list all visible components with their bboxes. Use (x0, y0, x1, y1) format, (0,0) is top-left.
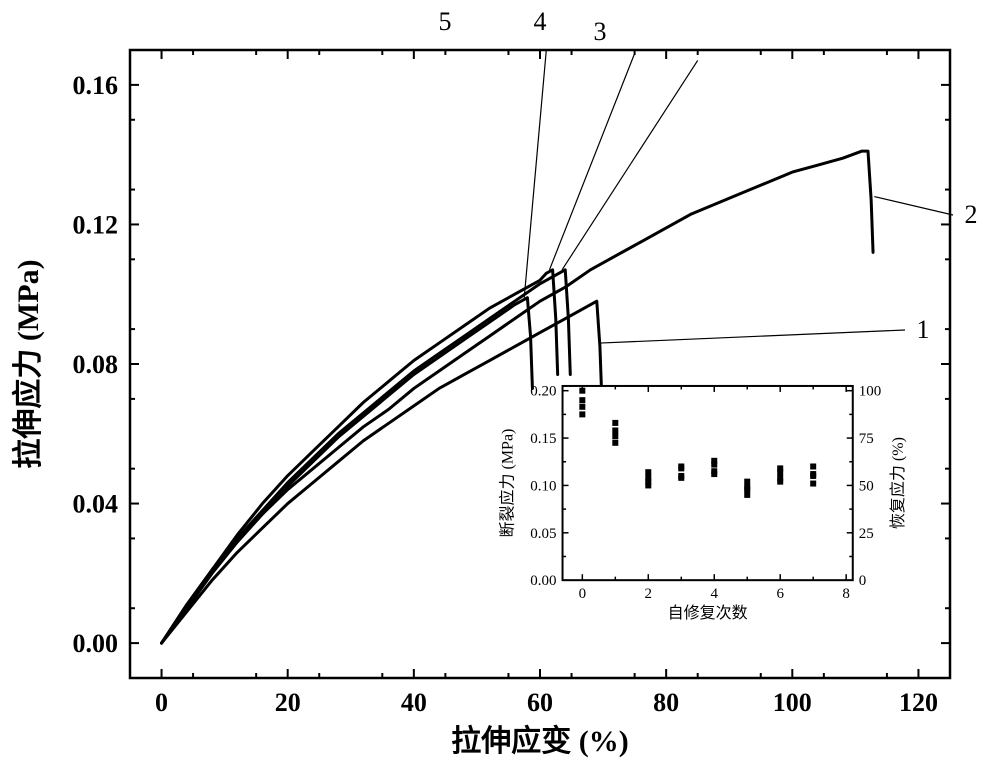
inset-marker-fracture_stress (612, 433, 618, 439)
inset-marker-fracture_stress (612, 440, 618, 446)
inset-marker-recovery_pct (645, 475, 651, 481)
x-tick-label: 100 (773, 688, 812, 717)
y-tick-label: 0.04 (73, 490, 119, 519)
inset-marker-recovery_pct (711, 462, 717, 468)
inset-marker-recovery_pct (777, 469, 783, 475)
inset-yr-label: 恢复应力 (%) (888, 437, 907, 529)
callout-label-5: 5 (439, 7, 452, 36)
inset-yr-tick-label: 0 (859, 573, 867, 589)
callout-label-2: 2 (965, 200, 978, 229)
y-axis-label: 拉伸应力 (MPa) (11, 259, 45, 468)
x-axis-label: 拉伸应变 (%) (451, 724, 628, 758)
inset-x-tick-label: 6 (776, 586, 784, 602)
chart-svg: 020406080100120拉伸应变 (%)0.000.040.080.120… (0, 0, 1000, 782)
figure-container: 020406080100120拉伸应变 (%)0.000.040.080.120… (0, 0, 1000, 782)
inset-yr-tick-label: 50 (859, 478, 874, 494)
x-tick-label: 80 (653, 688, 679, 717)
inset-marker-recovery_pct (678, 465, 684, 471)
inset-yl-tick-label: 0.05 (530, 526, 556, 542)
x-tick-label: 120 (899, 688, 938, 717)
callout-label-1: 1 (917, 315, 930, 344)
inset-yl-tick-label: 0.10 (530, 478, 556, 494)
x-tick-label: 0 (155, 688, 168, 717)
inset-plot-border (563, 386, 853, 580)
inset-x-label: 自修复次数 (668, 604, 748, 622)
inset-marker-fracture_stress (711, 471, 717, 477)
inset-marker-recovery_pct (579, 388, 585, 394)
inset-marker-recovery_pct (579, 397, 585, 403)
y-tick-label: 0.08 (73, 350, 119, 379)
callout-label-4: 4 (534, 7, 547, 36)
y-tick-label: 0.16 (73, 71, 119, 100)
inset-yl-label: 断裂应力 (MPa) (498, 429, 517, 538)
inset-yr-tick-label: 75 (859, 431, 874, 447)
y-tick-label: 0.00 (73, 629, 119, 658)
inset-marker-recovery_pct (645, 469, 651, 475)
inset-yr-tick-label: 25 (859, 526, 874, 542)
callout-label-3: 3 (594, 17, 607, 46)
inset-x-tick-label: 2 (645, 586, 653, 602)
inset-yl-tick-label: 0.15 (530, 431, 556, 447)
inset-marker-recovery_pct (612, 427, 618, 433)
inset-marker-fracture_stress (777, 479, 783, 485)
inset-marker-fracture_stress (579, 411, 585, 417)
y-tick-label: 0.12 (73, 210, 119, 239)
inset-yr-tick-label: 100 (859, 384, 882, 400)
inset-marker-recovery_pct (744, 479, 750, 485)
inset-marker-fracture_stress (678, 475, 684, 481)
x-tick-label: 60 (527, 688, 553, 717)
inset-x-tick-label: 8 (842, 586, 850, 602)
inset-marker-recovery_pct (810, 463, 816, 469)
inset-marker-fracture_stress (579, 404, 585, 410)
inset-marker-recovery_pct (810, 471, 816, 477)
inset-marker-recovery_pct (744, 484, 750, 490)
inset-marker-fracture_stress (810, 481, 816, 487)
inset-marker-fracture_stress (645, 482, 651, 488)
inset-marker-recovery_pct (612, 420, 618, 426)
inset-x-tick-label: 4 (711, 586, 719, 602)
x-tick-label: 40 (401, 688, 427, 717)
inset-yl-tick-label: 0.20 (530, 384, 556, 400)
inset-x-tick-label: 0 (579, 586, 587, 602)
x-tick-label: 20 (275, 688, 301, 717)
inset-marker-fracture_stress (744, 492, 750, 498)
inset-yl-tick-label: 0.00 (530, 573, 556, 589)
